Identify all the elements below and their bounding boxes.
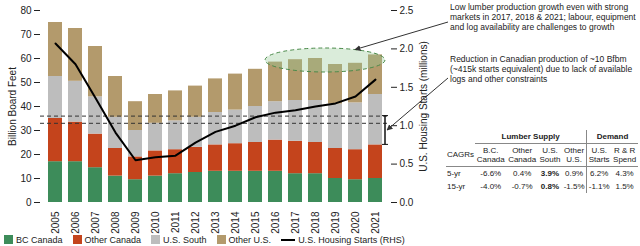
- html-text:Lumber Supply: Lumber Supply: [501, 132, 560, 141]
- html-text:Other U.S.: Other U.S.: [228, 234, 272, 245]
- svg-text:2006: 2006: [70, 211, 81, 234]
- html-text:U.S. South: U.S. South: [163, 234, 207, 245]
- html-text:0.9%: 0.9%: [565, 169, 584, 178]
- html-text:Low lumber production growth e: Low lumber production growth even with s…: [450, 2, 636, 32]
- svg-text:1.0: 1.0: [400, 120, 414, 131]
- svg-text:2.5: 2.5: [400, 5, 414, 16]
- html-text:CAGRs: CAGRs: [447, 150, 475, 160]
- html-text:Other Canada: Other Canada: [84, 234, 142, 245]
- html-text:U.S. Housing Starts (RHS): U.S. Housing Starts (RHS): [298, 234, 405, 245]
- svg-text:10: 10: [20, 173, 32, 184]
- svg-text:U.S. Housing Starts (millions): U.S. Housing Starts (millions): [418, 41, 429, 172]
- svg-text:20: 20: [20, 149, 32, 160]
- html-text:3.9%: 3.9%: [540, 169, 560, 178]
- svg-text:0.5: 0.5: [400, 158, 414, 169]
- svg-text:1.5: 1.5: [400, 82, 414, 93]
- svg-text:0: 0: [26, 197, 32, 208]
- svg-text:2018: 2018: [310, 211, 321, 234]
- html-text:BC Canada: BC Canada: [16, 234, 63, 245]
- svg-text:80: 80: [20, 5, 32, 16]
- html-text:15-yr: 15-yr: [447, 182, 466, 191]
- svg-text:2008: 2008: [110, 211, 121, 234]
- html-text:0.4%: 0.4%: [513, 169, 532, 178]
- svg-text:70: 70: [20, 29, 32, 40]
- html-text:U.S. South: U.S. South: [539, 146, 561, 164]
- svg-text:2016: 2016: [270, 211, 281, 234]
- html-text:-4.0%: -4.0%: [480, 182, 502, 191]
- html-text:-6.6%: -6.6%: [480, 169, 502, 178]
- svg-text:40: 40: [20, 101, 32, 112]
- svg-text:2.0: 2.0: [400, 43, 414, 54]
- svg-text:60: 60: [20, 53, 32, 64]
- svg-text:2019: 2019: [330, 211, 341, 234]
- svg-text:0.0: 0.0: [400, 197, 414, 208]
- html-text:U.S. Starts: U.S. Starts: [588, 146, 610, 164]
- svg-text:2005: 2005: [50, 211, 61, 234]
- html-text:R & R Spend: R & R Spend: [613, 146, 637, 164]
- html-text:4.3%: 4.3%: [615, 169, 634, 178]
- svg-text:30: 30: [20, 125, 32, 136]
- svg-text:2011: 2011: [170, 211, 181, 233]
- html-text:Reduction in Canadian producti: Reduction in Canadian production of ~10 …: [450, 54, 633, 84]
- html-text:1.5%: 1.5%: [615, 182, 634, 191]
- svg-text:2012: 2012: [190, 211, 201, 234]
- html-text:Other Canada: Other Canada: [508, 146, 537, 164]
- svg-text:50: 50: [20, 77, 32, 88]
- svg-text:2007: 2007: [90, 211, 101, 234]
- html-text:6.2%: 6.2%: [590, 169, 609, 178]
- svg-text:2014: 2014: [230, 211, 241, 234]
- svg-text:2021: 2021: [370, 211, 381, 234]
- html-text:5-yr: 5-yr: [447, 169, 461, 178]
- svg-text:Billion Board Feet: Billion Board Feet: [7, 67, 18, 146]
- html-text:0.8% -1.5% -1.1%: 0.8% -1.5% -1.1%: [540, 182, 610, 191]
- html-text:Other U.S.: Other U.S.: [564, 146, 585, 164]
- html-text:Demand: Demand: [596, 132, 629, 141]
- svg-text:2017: 2017: [290, 211, 301, 234]
- svg-text:2009: 2009: [130, 211, 141, 234]
- svg-text:2015: 2015: [250, 211, 261, 234]
- svg-text:2020: 2020: [350, 211, 361, 234]
- html-text:B.C. Canada: B.C. Canada: [476, 146, 505, 164]
- svg-text:2013: 2013: [210, 211, 221, 234]
- svg-text:2010: 2010: [150, 211, 161, 234]
- html-text:-0.7%: -0.7%: [511, 182, 533, 191]
